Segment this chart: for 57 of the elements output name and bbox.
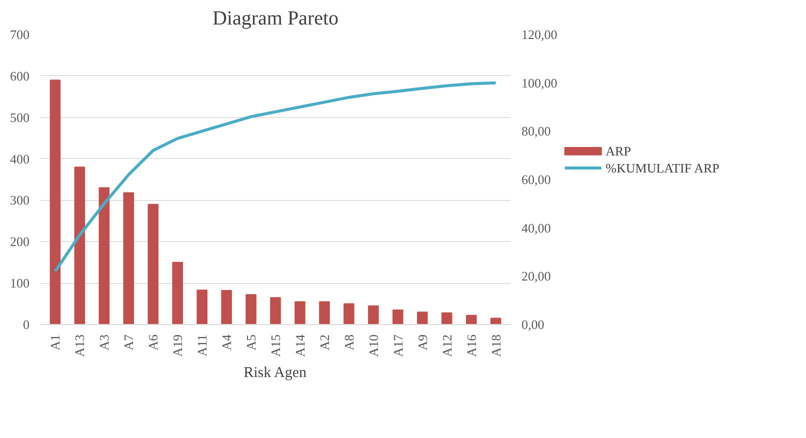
bar xyxy=(416,312,428,324)
bar xyxy=(246,294,256,324)
x-axis-title: Risk Agen xyxy=(244,364,308,381)
x-tick-label: A19 xyxy=(170,334,186,357)
y-tick-label: 400 xyxy=(10,151,30,166)
bar xyxy=(148,204,158,324)
bar xyxy=(172,262,183,324)
bar xyxy=(319,301,330,324)
x-tick-label: A8 xyxy=(341,334,356,350)
y2-tick-label: 40,00 xyxy=(522,220,551,236)
bar xyxy=(344,303,354,324)
x-tick-label: A18 xyxy=(488,334,504,357)
y2-tick-label: 120,00 xyxy=(522,27,558,42)
x-tick-label: A15 xyxy=(268,334,283,357)
y-tick-label: 300 xyxy=(10,192,30,208)
bar xyxy=(196,290,208,324)
x-tick-label: A6 xyxy=(146,334,161,350)
bar xyxy=(368,305,379,324)
x-tick-label: A13 xyxy=(72,334,88,357)
bar xyxy=(466,314,477,324)
line-series xyxy=(54,81,498,273)
bar xyxy=(221,290,232,324)
x-tick-label: A4 xyxy=(219,334,234,350)
legend-label: ARP xyxy=(606,144,631,159)
bar xyxy=(50,80,61,324)
y2-tick-label: 100,00 xyxy=(522,75,558,90)
bar xyxy=(98,187,110,324)
y-tick-label: 200 xyxy=(10,234,30,250)
y-tick-label: 500 xyxy=(10,110,30,125)
x-tick-label: A12 xyxy=(439,334,454,357)
bar xyxy=(441,312,452,324)
y-tick-label: 0 xyxy=(23,317,30,332)
bar xyxy=(270,297,281,324)
bar xyxy=(294,301,306,324)
bar xyxy=(123,192,134,324)
x-tick-label: A9 xyxy=(414,334,430,350)
y2-tick-label: 20,00 xyxy=(522,268,551,284)
x-tick-label: A5 xyxy=(244,334,259,350)
x-tick-label: A11 xyxy=(194,334,210,356)
x-tick-label: A1 xyxy=(48,334,63,350)
bar xyxy=(392,310,404,324)
bar xyxy=(74,166,86,324)
y2-tick-label: 60,00 xyxy=(522,172,551,187)
y-tick-label: 700 xyxy=(10,27,30,42)
x-tick-label: A10 xyxy=(366,334,381,357)
y2-tick-label: 0,00 xyxy=(522,317,544,332)
x-tick-label: A17 xyxy=(390,334,406,357)
y-tick-label: 600 xyxy=(10,68,30,84)
x-tick-label: A7 xyxy=(121,334,136,350)
y-tick-label: 100 xyxy=(10,276,30,291)
x-tick-label: A2 xyxy=(316,334,332,350)
legend-label: %KUMULATIF ARP xyxy=(606,160,720,176)
x-tick-label: A14 xyxy=(292,334,308,357)
x-tick-label: A3 xyxy=(96,334,112,350)
y2-tick-label: 80,00 xyxy=(522,124,551,139)
chart-title: Diagram Pareto xyxy=(212,8,339,30)
x-tick-label: A16 xyxy=(464,334,479,357)
